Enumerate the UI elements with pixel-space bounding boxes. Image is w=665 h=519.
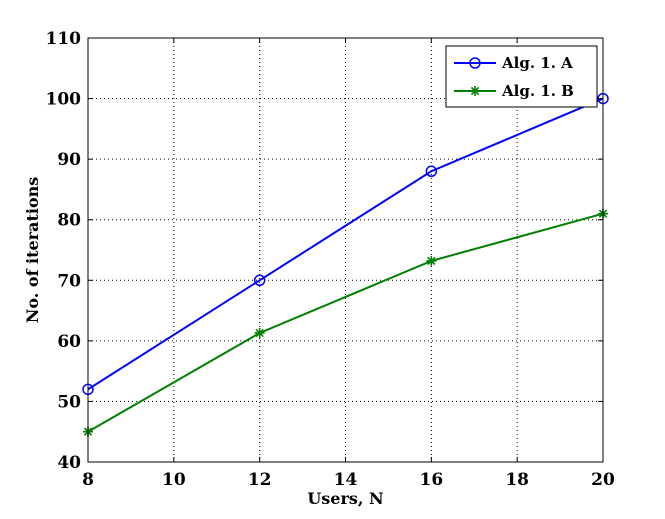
y-tick-label: 40 [57,453,81,473]
y-tick-label: 60 [57,332,81,352]
data-point [425,165,438,178]
legend-marker-2 [470,86,480,96]
y-axis-label: No. of iterations [23,177,42,324]
y-tick-label: 50 [57,392,81,412]
x-tick-label: 20 [591,470,615,490]
y-tick-label: 100 [46,90,82,110]
series-line-1 [87,97,604,391]
y-tick-label: 90 [57,150,81,170]
series-layer [82,92,609,437]
y-tick-label: 80 [57,211,81,231]
legend-marker-1 [469,57,481,69]
data-point [253,274,266,287]
x-tick-label: 10 [162,470,186,490]
x-tick-label: 14 [334,470,358,490]
legend: Alg. 1. A Alg. 1. B [445,45,598,108]
grid [88,38,603,462]
data-point [426,255,437,266]
axis-ticks: 8 10 12 14 16 18 20 40 50 60 70 80 90 100 110 [46,29,615,490]
series-line-2 [87,212,604,433]
x-tick-label: 18 [505,470,529,490]
x-tick-label: 16 [419,470,443,490]
x-axis-label: Users, N [307,489,383,508]
y-tick-label: 70 [57,271,81,291]
legend-box [445,45,598,108]
legend-label-1: Alg. 1. A [501,54,573,72]
legend-label-2: Alg. 1. B [501,82,574,100]
x-tick-label: 12 [248,470,272,490]
y-tick-label: 110 [46,29,82,49]
data-point [254,327,265,338]
x-tick-label: 8 [82,470,94,490]
